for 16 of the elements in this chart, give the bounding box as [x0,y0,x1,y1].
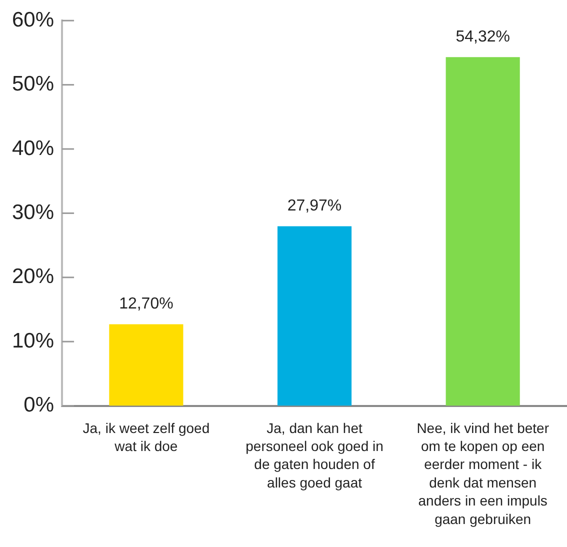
y-tick-label: 60% [12,8,54,32]
bar [109,324,184,406]
data-label: 54,32% [456,28,510,46]
bar [277,226,352,406]
y-tick-label: 0% [24,394,54,417]
x-tick-label: Ja, ik weet zelf goed wat ik doe [82,420,210,454]
bar [446,57,520,406]
y-tick-label: 40% [12,136,54,160]
y-tick-label: 30% [12,200,54,224]
data-label: 27,97% [287,198,342,215]
data-label: 12,70% [119,296,174,313]
y-tick-label: 50% [12,72,54,96]
x-tick-label: Ja, dan kan het personeel ook goed in de gaten houden of alles goed gaat [246,420,384,490]
y-tick-label: 10% [12,329,54,352]
x-tick-label: Nee, ik vind het beter om te kopen op een eerder moment - ik denk dat mensen anders in een impuls gaan gebruiken [416,420,550,527]
y-tick-label: 20% [12,265,54,288]
